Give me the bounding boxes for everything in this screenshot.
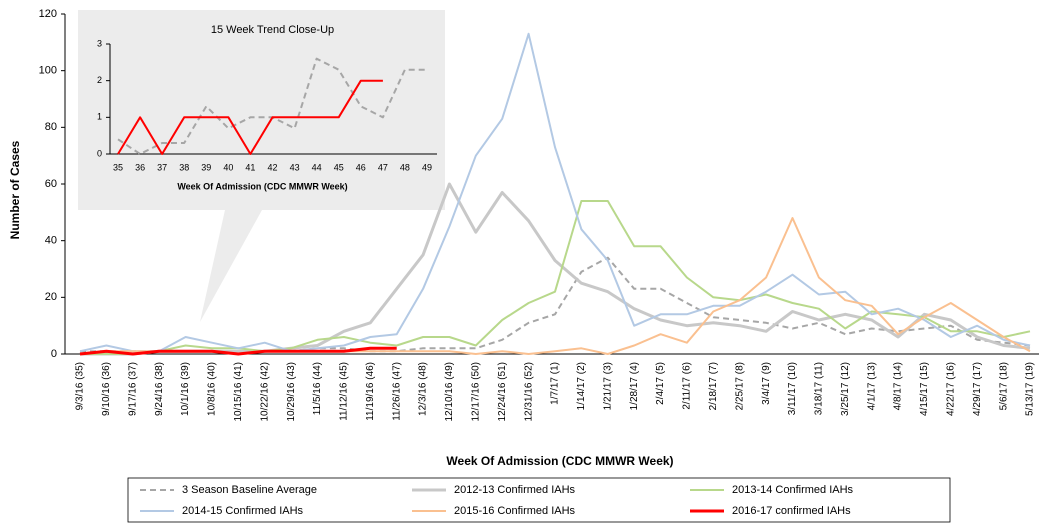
y-tick-label: 0 (51, 348, 57, 360)
x-tick-label: 40 (223, 162, 233, 172)
x-tick-label: 47 (378, 162, 388, 172)
x-tick-label: 11/5/16 (44) (312, 362, 323, 415)
x-tick-label: 10/29/16 (43) (286, 362, 297, 422)
legend-label: 2014-15 Confirmed IAHs (182, 505, 304, 517)
x-tick-label: 3/11/17 (10) (787, 362, 798, 415)
y-tick-label: 40 (45, 235, 57, 247)
y-tick-label: 0 (97, 148, 102, 158)
x-tick-label: 46 (356, 162, 366, 172)
inset-x-label: Week Of Admission (CDC MMWR Week) (177, 181, 347, 191)
x-tick-label: 3/4/17 (9) (761, 362, 772, 405)
x-tick-label: 12/31/16 (52) (523, 362, 534, 422)
x-tick-label: 2/11/17 (6) (682, 362, 693, 410)
x-tick-label: 10/15/16 (41) (233, 362, 244, 422)
x-tick-label: 36 (135, 162, 145, 172)
x-tick-label: 4/29/17 (17) (972, 362, 983, 416)
x-tick-label: 37 (157, 162, 167, 172)
x-tick-label: 12/10/16 (49) (444, 362, 455, 422)
x-tick-label: 2/4/17 (5) (655, 362, 666, 405)
x-tick-label: 49 (422, 162, 432, 172)
x-tick-label: 3/18/17 (11) (814, 362, 825, 415)
x-tick-label: 3/25/17 (12) (840, 362, 851, 416)
y-axis-label: Number of Cases (8, 140, 22, 239)
x-tick-label: 4/22/17 (16) (945, 362, 956, 416)
x-tick-label: 5/13/17 (19) (1025, 362, 1036, 416)
x-tick-label: 5/6/17 (18) (998, 362, 1009, 410)
series-line (79, 346, 397, 356)
x-tick-label: 48 (400, 162, 410, 172)
legend-label: 2013-14 Confirmed IAHs (732, 484, 854, 496)
x-tick-label: 9/3/16 (35) (75, 362, 86, 410)
x-tick-label: 12/17/16 (50) (470, 362, 481, 422)
y-tick-label: 60 (45, 178, 57, 190)
x-tick-label: 11/19/16 (46) (365, 362, 376, 421)
x-tick-label: 4/8/17 (14) (893, 362, 904, 410)
inset-panel (78, 10, 445, 322)
x-tick-label: 41 (245, 162, 255, 172)
x-tick-label: 10/8/16 (40) (207, 362, 218, 416)
x-tick-label: 38 (179, 162, 189, 172)
series-line (80, 182, 1031, 356)
x-tick-label: 2/25/17 (8) (734, 362, 745, 410)
series-line (80, 256, 1031, 353)
x-tick-label: 35 (113, 162, 123, 172)
x-tick-label: 11/26/16 (47) (391, 362, 402, 421)
x-tick-label: 4/1/17 (13) (866, 362, 877, 410)
inset-title: 15 Week Trend Close-Up (211, 24, 334, 36)
legend-box (127, 477, 951, 523)
x-tick-label: 1/28/17 (4) (629, 362, 640, 410)
series-line (79, 32, 1031, 353)
x-tick-label: 4/15/17 (15) (919, 362, 930, 416)
x-axis-label: Week Of Admission (CDC MMWR Week) (446, 454, 673, 468)
x-tick-label: 1/14/17 (2) (576, 362, 587, 410)
x-tick-label: 45 (334, 162, 344, 172)
y-tick-label: 120 (39, 8, 57, 20)
x-tick-label: 42 (267, 162, 277, 172)
x-tick-label: 43 (290, 162, 300, 172)
x-tick-label: 44 (312, 162, 322, 172)
x-tick-label: 9/10/16 (36) (101, 362, 112, 416)
x-tick-label: 11/12/16 (45) (339, 362, 350, 421)
x-tick-label: 10/22/16 (42) (259, 362, 270, 422)
x-tick-label: 1/7/17 (1) (550, 362, 561, 405)
legend-label: 3 Season Baseline Average (182, 484, 317, 496)
y-tick-label: 2 (97, 75, 102, 85)
x-tick-label: 9/24/16 (38) (154, 362, 165, 416)
y-tick-label: 100 (39, 65, 57, 77)
legend-label: 2012-13 Confirmed IAHs (454, 484, 576, 496)
x-tick-label: 10/1/16 (39) (180, 362, 191, 416)
x-tick-label: 12/24/16 (51) (497, 362, 508, 422)
y-tick-label: 20 (45, 291, 57, 303)
y-tick-label: 80 (45, 121, 57, 133)
y-tick-label: 1 (97, 112, 102, 122)
x-tick-label: 12/3/16 (48) (418, 362, 429, 416)
legend-label: 2016-17 confirmed IAHs (732, 505, 851, 517)
legend-label: 2015-16 Confirmed IAHs (454, 505, 576, 517)
x-tick-label: 1/21/17 (3) (602, 362, 613, 410)
x-tick-label: 9/17/16 (37) (127, 362, 138, 416)
y-tick-label: 3 (97, 38, 102, 48)
series-line (117, 79, 383, 155)
x-tick-label: 39 (201, 162, 211, 172)
x-tick-label: 2/18/17 (7) (708, 362, 719, 410)
